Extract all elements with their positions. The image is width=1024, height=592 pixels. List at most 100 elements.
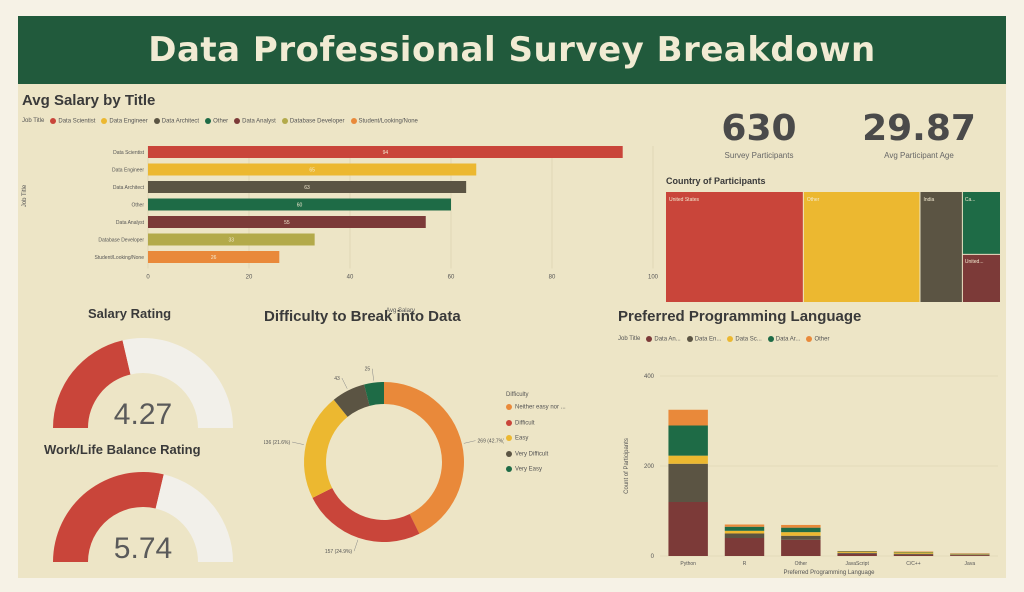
salary-xtick: 100 <box>648 275 659 281</box>
programming-bar-segment[interactable] <box>781 539 821 556</box>
salary-legend-label: Student/Looking/None <box>358 118 418 125</box>
salary-legend-label: Database Developer <box>289 118 345 125</box>
donut-slice[interactable] <box>384 382 464 534</box>
programming-bar-segment[interactable] <box>950 555 990 556</box>
salary-bar[interactable] <box>148 233 315 246</box>
donut-slice[interactable] <box>312 488 420 542</box>
work-life-gauge-value: 5.74 <box>114 532 172 565</box>
programming-bar-segment[interactable] <box>668 463 708 502</box>
donut-slice[interactable] <box>304 399 348 498</box>
programming-bar-segment[interactable] <box>837 552 877 554</box>
kpi-survey-participants: 630 Survey Participants <box>684 108 834 160</box>
programming-bar-segment[interactable] <box>724 533 765 539</box>
programming-bar-segment[interactable] <box>724 526 765 531</box>
salary-legend-item[interactable]: Data Architect <box>153 118 199 125</box>
work-life-gauge-value-arc[interactable] <box>53 472 164 562</box>
programming-bar-segment[interactable] <box>893 554 934 556</box>
difficulty-legend-item[interactable]: Neither easy nor ... <box>506 404 616 411</box>
salary-xtick: 0 <box>146 275 150 281</box>
programming-bar-segment[interactable] <box>781 532 821 536</box>
salary-bar[interactable] <box>148 198 451 211</box>
programming-bar-segment[interactable] <box>893 552 934 554</box>
salary-xtick: 20 <box>246 275 253 281</box>
salary-legend-title: Job Title <box>22 118 45 125</box>
salary-ytick: Data Engineer <box>112 168 144 174</box>
salary-data-label: 60 <box>297 203 303 209</box>
salary-legend-label: Data Analyst <box>242 118 276 125</box>
treemap-cell[interactable] <box>962 254 1000 302</box>
programming-legend-label: Other <box>814 336 830 343</box>
programming-legend-item[interactable]: Data Sc... <box>727 336 762 343</box>
programming-legend-label: Data Sc... <box>735 336 762 343</box>
programming-bar-segment[interactable] <box>837 551 877 553</box>
difficulty-legend-title: Difficulty <box>506 392 529 398</box>
treemap-label: United States <box>669 197 700 203</box>
treemap-cell[interactable] <box>962 192 1000 254</box>
difficulty-legend-item[interactable]: Difficult <box>506 419 616 426</box>
programming-bar-segment[interactable] <box>668 409 708 426</box>
programming-legend-item[interactable]: Data En... <box>686 336 721 343</box>
country-treemap[interactable]: United States Other India Ca... United... <box>666 192 1000 302</box>
salary-legend-item[interactable]: Data Scientist <box>50 118 95 125</box>
treemap-cell[interactable] <box>920 192 962 302</box>
salary-bar[interactable] <box>148 216 426 228</box>
treemap-cell[interactable] <box>666 192 803 302</box>
programming-bar-segment[interactable] <box>837 553 877 556</box>
difficulty-legend[interactable]: Difficulty Neither easy nor ... Difficult E… <box>506 392 616 482</box>
programming-title: Preferred Programming Language <box>618 308 862 325</box>
avg-salary-legend[interactable]: Job Title Data Scientist Data Engineer Data… <box>22 118 418 125</box>
donut-leader <box>371 368 374 381</box>
programming-bar-segment[interactable] <box>781 527 821 533</box>
difficulty-legend-swatch <box>506 466 512 473</box>
programming-legend-item[interactable]: Data Ar... <box>767 336 800 343</box>
programming-bar-segment[interactable] <box>668 502 708 556</box>
programming-bar-segment[interactable] <box>724 538 765 556</box>
programming-legend-item[interactable]: Data An... <box>646 336 681 343</box>
salary-bar[interactable] <box>148 251 280 263</box>
salary-bar[interactable] <box>148 146 623 158</box>
donut-slice[interactable] <box>364 382 384 406</box>
salary-xtick: 60 <box>448 275 455 281</box>
programming-legend-swatch <box>727 336 734 342</box>
salary-legend-item[interactable]: Other <box>205 118 228 125</box>
programming-bar-segment[interactable] <box>668 425 708 456</box>
donut-leader <box>353 539 359 552</box>
salary-ytick: Data Scientist <box>113 150 144 156</box>
difficulty-legend-item[interactable]: Very Difficult <box>506 450 616 457</box>
programming-legend[interactable]: Job Title Data An... Data En... Data Sc... D… <box>618 336 829 343</box>
treemap-cell[interactable] <box>803 192 920 302</box>
salary-legend-item[interactable]: Data Analyst <box>234 118 276 125</box>
treemap-label: Ca... <box>965 197 976 203</box>
salary-rating-gauge-value: 4.27 <box>114 398 172 431</box>
programming-legend-label: Data An... <box>654 336 681 343</box>
programming-chart[interactable]: 0 200 400 Python R Other JavaScript C/C++ Java Pr… <box>614 356 1002 578</box>
salary-legend-item[interactable]: Data Engineer <box>101 118 148 125</box>
programming-xtick: R <box>743 561 747 567</box>
programming-bar-segment[interactable] <box>893 553 934 555</box>
programming-bar-segment[interactable] <box>668 455 708 464</box>
work-life-gauge[interactable]: 5.74 <box>28 462 258 572</box>
salary-data-label: 94 <box>383 150 389 156</box>
programming-bar-segment[interactable] <box>724 530 765 534</box>
programming-bar-segment[interactable] <box>724 524 765 527</box>
avg-salary-chart[interactable]: 0 20 40 60 80 100 Data Scientist 94 Data Enginee… <box>18 136 668 316</box>
difficulty-legend-item[interactable]: Very Easy <box>506 466 616 473</box>
programming-bar-segment[interactable] <box>781 524 821 528</box>
salary-xtick: 40 <box>347 275 354 281</box>
programming-bar-segment[interactable] <box>781 535 821 540</box>
salary-bar[interactable] <box>148 181 467 193</box>
salary-legend-swatch <box>234 118 241 124</box>
salary-bar[interactable] <box>148 163 477 176</box>
salary-legend-item[interactable]: Database Developer <box>281 118 345 125</box>
salary-rating-gauge-remaining-arc[interactable] <box>122 338 234 428</box>
programming-ylabel: Count of Participants <box>624 438 630 494</box>
salary-rating-gauge-value-arc[interactable] <box>53 340 131 428</box>
salary-legend-item[interactable]: Student/Looking/None <box>350 118 418 125</box>
work-life-gauge-remaining-arc[interactable] <box>155 474 234 562</box>
programming-legend-swatch <box>646 336 653 342</box>
donut-slice[interactable] <box>333 384 370 417</box>
difficulty-legend-item[interactable]: Easy <box>506 435 616 442</box>
salary-rating-gauge[interactable]: 4.27 <box>28 328 258 438</box>
difficulty-donut[interactable]: 269 (42.7%) 157 (24.9%) 136 (21.6%) 43 25 <box>264 332 504 562</box>
programming-legend-item[interactable]: Other <box>806 336 829 343</box>
